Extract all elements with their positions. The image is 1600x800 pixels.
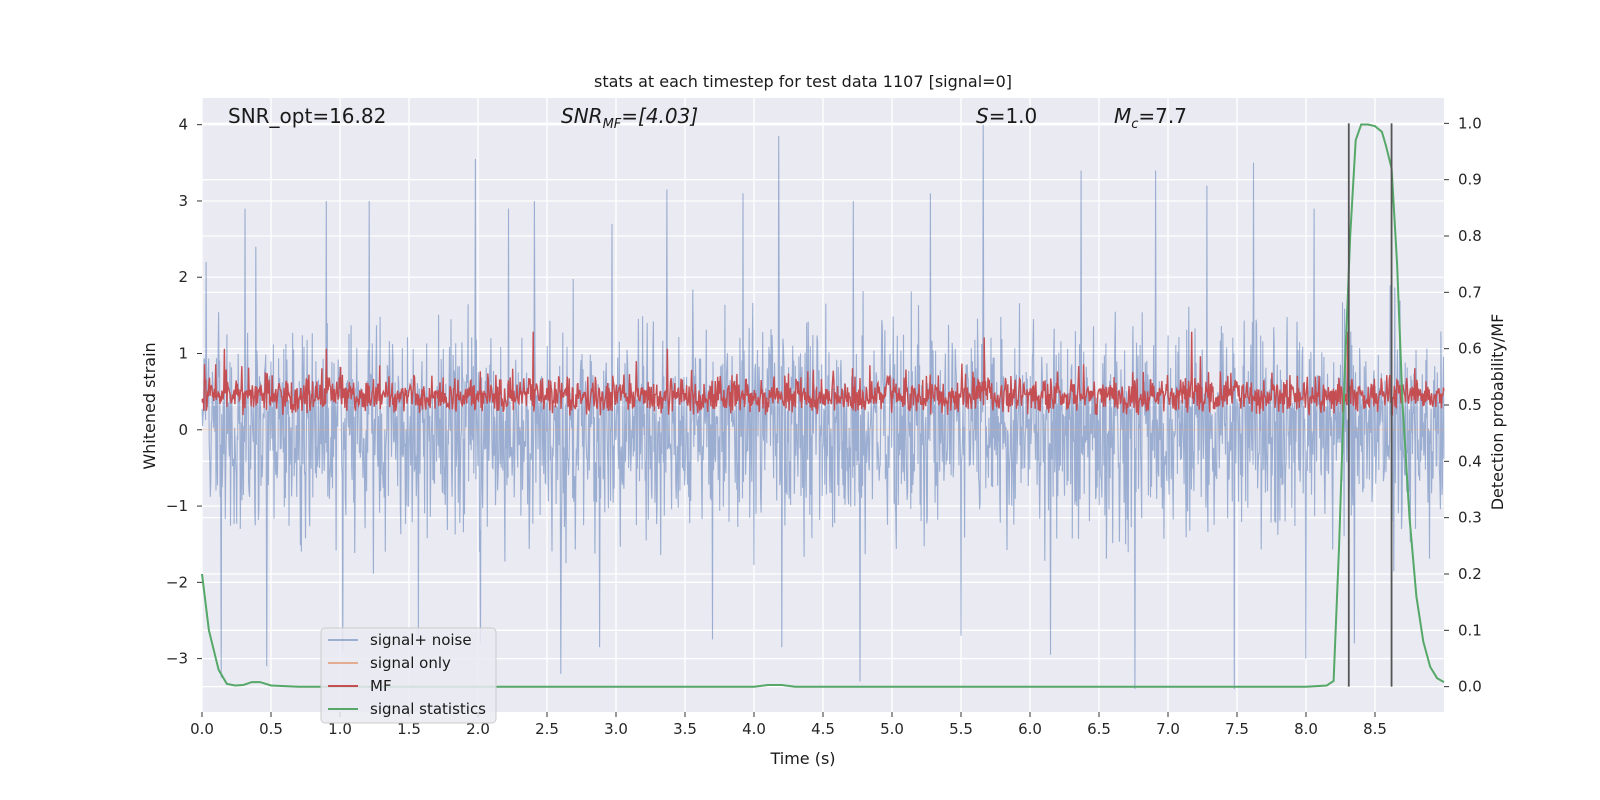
annotation-mc: Mc=7.7 [1114, 104, 1187, 132]
annotation-mc-sub: c [1131, 117, 1138, 132]
mf-line [201, 331, 1445, 416]
y2-tick-label: 0.7 [1458, 283, 1482, 301]
chart-title: stats at each timestep for test data 110… [594, 72, 1012, 91]
annotation-mc-name: M [1114, 104, 1131, 128]
x-tick-label: 1.0 [328, 720, 352, 738]
x-axis: 0.0 0.5 1.0 1.5 2.0 2.5 3.0 3.5 4.0 4.5 5.0 5.5 6.0 6… [190, 712, 1387, 738]
annotation-snr-mf: SNRMF=[4.03] [561, 104, 698, 132]
x-tick-label: 1.5 [397, 720, 421, 738]
x-tick-label: 3.5 [673, 720, 697, 738]
legend-label-signal-noise: signal+ noise [370, 631, 472, 649]
y-axis-right: 0.0 0.1 0.2 0.3 0.4 0.5 0.6 0.7 0.8 0.9 1.0 [1444, 114, 1482, 696]
y-tick-label: −3 [166, 650, 188, 668]
annotation-s-value: =1.0 [989, 104, 1038, 128]
annotation-snr-mf-name: SNR [561, 104, 603, 128]
y2-tick-label: 0.4 [1458, 452, 1482, 470]
x-tick-label: 6.0 [1018, 720, 1042, 738]
x-tick-label: 5.0 [880, 720, 904, 738]
annotation-s-name: S [976, 104, 989, 128]
y-tick-label: −2 [166, 573, 188, 591]
legend-box [320, 627, 497, 724]
annotation-mc-value: =7.7 [1138, 104, 1187, 128]
y-axis-left: −3 −2 −1 0 1 2 3 4 [166, 116, 202, 668]
legend-label-mf: MF [370, 677, 392, 695]
y2-tick-label: 1.0 [1458, 114, 1482, 132]
y2-tick-label: 0.1 [1458, 621, 1482, 639]
legend-label-signal-statistics: signal statistics [370, 700, 486, 718]
signal-noise-series [201, 124, 1445, 690]
legend: signal+ noise signal only MF signal stat… [320, 627, 497, 724]
annotation-snr-mf-value: =[4.03] [621, 104, 698, 128]
y-tick-label: 0 [178, 421, 188, 439]
legend-label-signal-only: signal only [370, 654, 451, 672]
x-axis-label: Time (s) [769, 749, 835, 768]
y-tick-label: 2 [178, 268, 188, 286]
x-tick-label: 7.5 [1225, 720, 1249, 738]
y-axis-label: Whitened strain [140, 342, 159, 469]
annotation-snr-opt: SNR_opt=16.82 [228, 104, 386, 128]
y-tick-label: 3 [178, 192, 188, 210]
x-tick-label: 8.0 [1294, 720, 1318, 738]
signal-statistics-series [201, 123, 1445, 688]
x-tick-label: 4.5 [811, 720, 835, 738]
detection-window-lines [1347, 123, 1393, 687]
y2-axis-label: Detection probability/MF [1488, 314, 1507, 511]
mf-series [201, 331, 1445, 416]
y2-tick-label: 0.6 [1458, 340, 1482, 358]
y2-tick-label: 0.3 [1458, 509, 1482, 527]
y2-tick-label: 0.0 [1458, 678, 1482, 696]
y-tick-label: 1 [178, 345, 188, 363]
x-tick-label: 0.5 [259, 720, 283, 738]
x-tick-label: 4.0 [742, 720, 766, 738]
x-tick-label: 8.5 [1363, 720, 1387, 738]
x-tick-label: 0.0 [190, 720, 214, 738]
y-tick-label: 4 [178, 116, 188, 134]
signal-statistics-line [201, 123, 1445, 688]
y2-tick-label: 0.2 [1458, 565, 1482, 583]
y2-tick-label: 0.5 [1458, 396, 1482, 414]
x-tick-label: 3.0 [604, 720, 628, 738]
y2-tick-label: 0.9 [1458, 171, 1482, 189]
x-tick-label: 6.5 [1087, 720, 1111, 738]
annotation-s: S=1.0 [976, 104, 1037, 128]
signal-noise-line [201, 124, 1445, 690]
x-tick-label: 7.0 [1156, 720, 1180, 738]
y-tick-label: −1 [166, 497, 188, 515]
x-tick-label: 2.5 [535, 720, 559, 738]
y2-tick-label: 0.8 [1458, 227, 1482, 245]
x-tick-label: 2.0 [466, 720, 490, 738]
annotation-snr-mf-sub: MF [603, 117, 622, 132]
x-tick-label: 5.5 [949, 720, 973, 738]
